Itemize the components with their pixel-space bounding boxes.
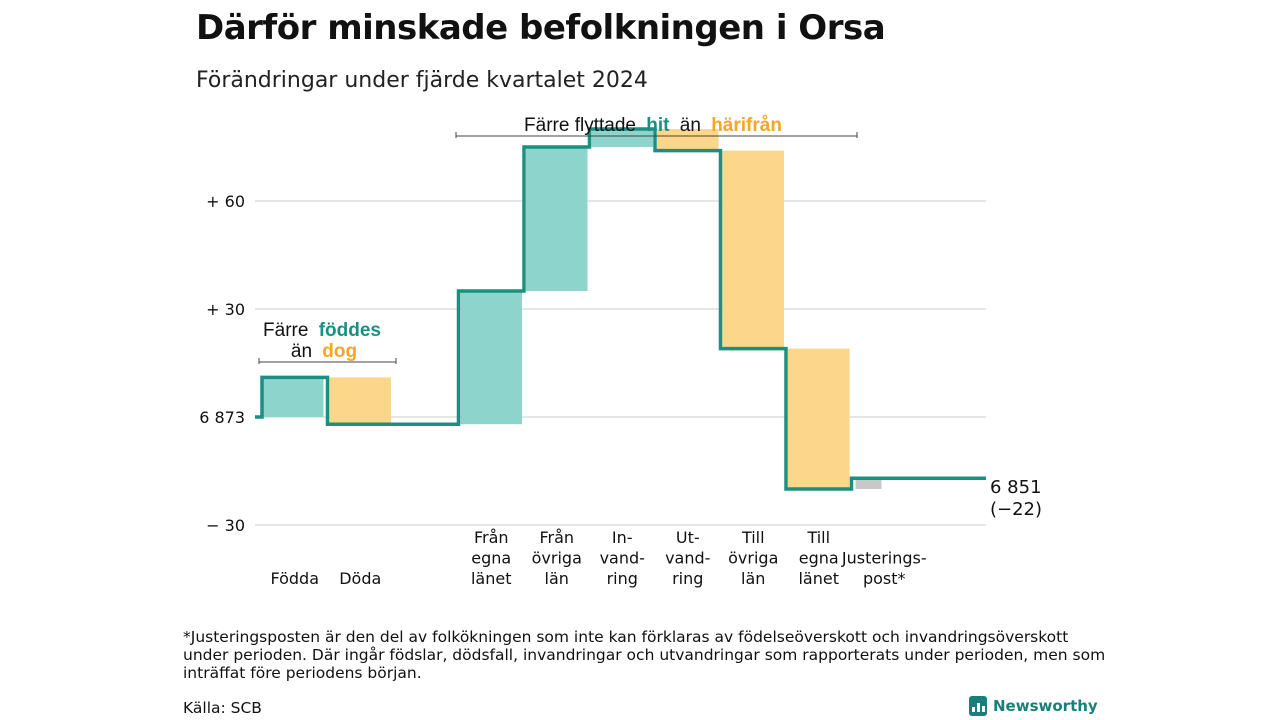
x-category-label: post* xyxy=(863,569,906,588)
x-category-label: egna xyxy=(471,549,511,568)
brand-logo: Newsworthy xyxy=(969,696,1098,716)
end-change-label: (−22) xyxy=(990,499,1042,520)
x-category-label: Justerings- xyxy=(841,549,927,568)
waterfall-bar xyxy=(657,129,719,151)
migration-annotation: Färre flyttade hit än härifrån xyxy=(524,115,782,136)
waterfall-bar xyxy=(722,150,784,349)
x-category-label: Från xyxy=(474,528,509,547)
waterfall-bar xyxy=(460,291,522,425)
x-category-label: län xyxy=(545,569,569,588)
births-annotation-line1: Färre föddes xyxy=(263,320,381,341)
waterfall-bar xyxy=(526,147,588,291)
newsworthy-logo-icon xyxy=(969,696,987,716)
x-category-label: ring xyxy=(672,569,703,588)
migration-annot-hit: hit xyxy=(646,115,670,136)
y-tick-label: − 30 xyxy=(206,516,245,535)
x-category-label: övriga xyxy=(532,549,582,568)
migration-annot-harifran: härifrån xyxy=(711,115,782,136)
births-annot-dog: dog xyxy=(322,341,357,362)
x-category-label: vand- xyxy=(600,549,645,568)
chart-title: Därför minskade befolkningen i Orsa xyxy=(196,8,886,48)
migration-annot-mid: än xyxy=(680,115,701,136)
migration-annot-pre: Färre flyttade xyxy=(524,115,636,136)
chart-subtitle: Förändringar under fjärde kvartalet 2024 xyxy=(196,68,648,93)
waterfall-bar xyxy=(329,377,391,425)
waterfall-bar xyxy=(262,377,324,417)
waterfall-bar xyxy=(855,478,882,489)
x-category-label: Ut- xyxy=(676,528,700,547)
x-category-label: In- xyxy=(612,528,633,547)
x-category-label: Döda xyxy=(339,569,381,588)
births-annot-pre: Färre xyxy=(263,320,308,341)
x-category-label: Till xyxy=(806,528,830,547)
x-category-label: egna xyxy=(799,549,839,568)
births-annot-an: än xyxy=(291,341,312,362)
x-category-label: Till xyxy=(741,528,765,547)
x-category-label: ring xyxy=(607,569,638,588)
waterfall-bar xyxy=(788,348,850,489)
x-category-label: länet xyxy=(471,569,512,588)
end-value-label: 6 851 xyxy=(990,477,1042,498)
waterfall-chart: + 60+ 306 873− 30 Födda DödaFrånegnalänet… xyxy=(199,115,1042,588)
y-tick-label: + 30 xyxy=(206,300,245,319)
x-category-label: länet xyxy=(798,569,839,588)
waterfall-bar xyxy=(591,129,653,147)
y-tick-label: + 60 xyxy=(206,192,245,211)
y-tick-label: 6 873 xyxy=(199,408,245,427)
births-annot-foddes: föddes xyxy=(319,320,381,341)
x-category-label: Födda xyxy=(270,569,319,588)
x-category-label: Från xyxy=(539,528,574,547)
source-note: Källa: SCB xyxy=(183,699,262,717)
x-category-label: län xyxy=(741,569,765,588)
footnote: *Justeringsposten är den del av folkökni… xyxy=(183,628,1106,682)
x-category-label: övriga xyxy=(728,549,778,568)
cumulative-step-line xyxy=(255,127,986,491)
births-annotation-line2: än dog xyxy=(291,341,357,362)
x-category-label: vand- xyxy=(665,549,710,568)
brand-name: Newsworthy xyxy=(993,697,1098,715)
